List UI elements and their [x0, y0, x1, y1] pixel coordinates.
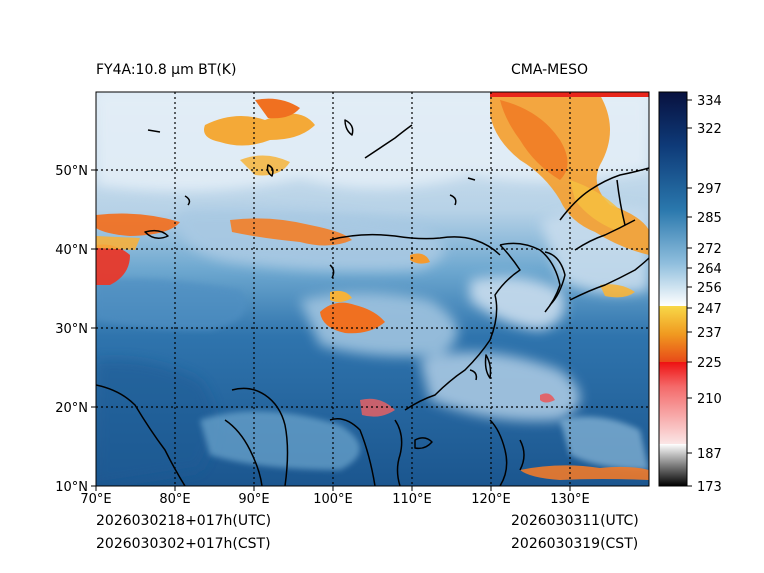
lon-label-90: 90°E — [238, 492, 269, 507]
lon-label-130: 130°E — [550, 492, 590, 507]
graticule — [96, 92, 649, 486]
colorbar-tick-334: 334 — [697, 94, 722, 109]
colorbar-tick-297: 297 — [697, 182, 722, 197]
colorbar-tick-237: 237 — [697, 326, 722, 341]
lat-label-40: 40°N — [55, 243, 88, 258]
colorbar-tick-285: 285 — [697, 211, 722, 226]
colorbar-tick-264: 264 — [697, 262, 722, 277]
lon-label-100: 100°E — [313, 492, 353, 507]
colorbar-tick-210: 210 — [697, 392, 722, 407]
lat-label-20: 20°N — [55, 401, 88, 416]
colorbar: 334 322 297 285 272 264 256 247 237 225 … — [658, 91, 722, 495]
model-label: CMA-MESO — [511, 62, 589, 78]
valid-time-cst: 2026030319(CST) — [511, 536, 639, 552]
lon-label-110: 110°E — [392, 492, 432, 507]
colorbar-tick-225: 225 — [697, 356, 722, 371]
lon-label-70: 70°E — [80, 492, 111, 507]
cold-cloud-tops — [96, 92, 649, 480]
lat-label-10: 10°N — [55, 480, 88, 495]
colorbar-tick-256: 256 — [697, 281, 722, 296]
map-imagery — [96, 92, 649, 486]
lon-label-120: 120°E — [471, 492, 511, 507]
map-title: FY4A:10.8 µm BT(K) — [96, 62, 237, 78]
init-time-utc: 2026030218+017h(UTC) — [96, 513, 272, 529]
init-time-cst: 2026030302+017h(CST) — [96, 536, 271, 552]
colorbar-tick-187: 187 — [697, 447, 722, 462]
lat-label-50: 50°N — [55, 164, 88, 179]
coastlines — [96, 119, 649, 486]
colorbar-tick-247: 247 — [697, 302, 722, 317]
lon-label-80: 80°E — [159, 492, 190, 507]
lat-label-30: 30°N — [55, 322, 88, 337]
valid-time-utc: 2026030311(UTC) — [511, 513, 639, 529]
map-frame — [95, 91, 650, 487]
colorbar-tick-272: 272 — [697, 242, 722, 257]
axis-ticks — [91, 169, 571, 491]
colorbar-tick-173: 173 — [697, 480, 722, 495]
colorbar-tick-322: 322 — [697, 122, 722, 137]
